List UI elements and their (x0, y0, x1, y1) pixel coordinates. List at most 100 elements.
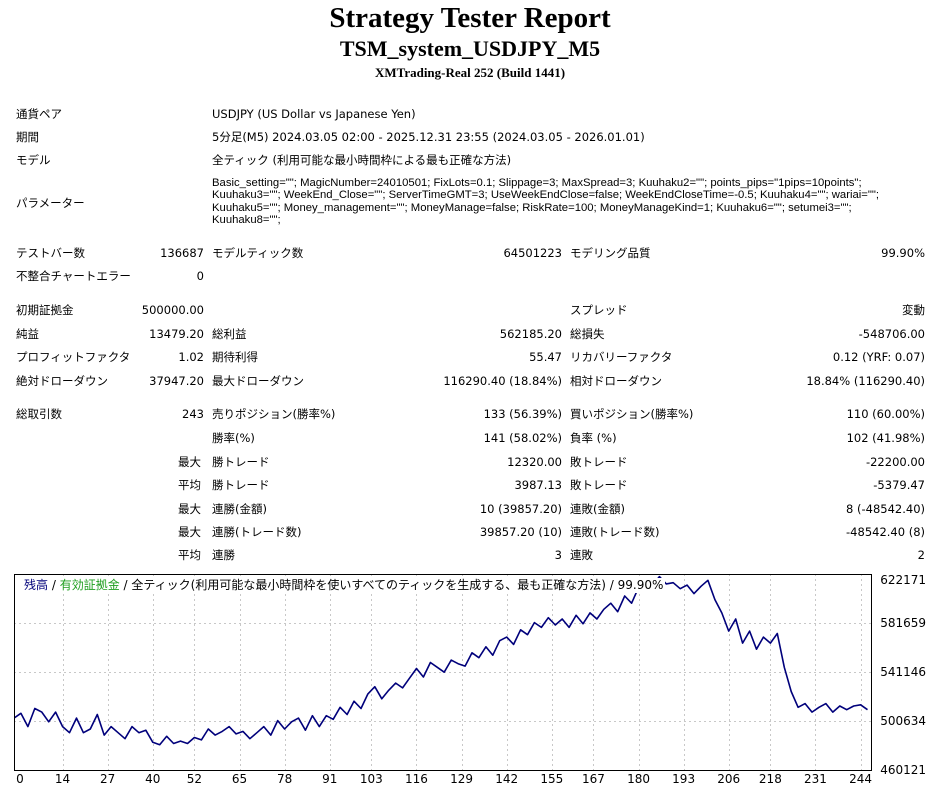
recovery-value: 0.12 (YRF: 0.07) (832, 350, 925, 364)
period-value: 5分足(M5) 2024.03.05 02:00 - 2025.12.31 23… (212, 130, 645, 144)
balance-chart-svg (14, 574, 872, 771)
x-tick-label: 103 (359, 772, 383, 786)
errors-value: 0 (196, 269, 204, 283)
cons-loss-amt-value: 8 (-48542.40) (846, 502, 925, 516)
rel-dd-value: 18.84% (116290.40) (806, 374, 925, 388)
avg-cons-win-label: 連勝 (212, 548, 235, 562)
x-tick-label: 231 (804, 772, 827, 786)
avg-win-label: 勝トレード (212, 478, 270, 492)
rel-dd-label: 相対ドローダウン (570, 374, 662, 388)
max-dd-value: 116290.40 (18.84%) (443, 374, 562, 388)
x-tick-label: 129 (450, 772, 474, 786)
x-tick-label: 116 (405, 772, 428, 786)
avg-cons-win-value: 3 (554, 548, 562, 562)
avg-loss-label: 敗トレード (570, 478, 628, 492)
quality-value: 99.90% (881, 246, 925, 260)
plot-frame (14, 574, 872, 771)
trades-value: 243 (182, 407, 204, 421)
loss-label: 負率 (%) (570, 431, 617, 445)
x-tick-label: 155 (540, 772, 564, 786)
x-tick-label: 40 (145, 772, 161, 786)
ticks-value: 64501223 (503, 246, 562, 260)
net-label: 純益 (16, 327, 39, 341)
report-title: Strategy Tester Report (329, 2, 611, 34)
gross-loss-value: -548706.00 (858, 327, 925, 341)
largest-win-value: 12320.00 (507, 455, 562, 469)
x-tick-label: 142 (495, 772, 519, 786)
largest-win-label: 勝トレード (212, 455, 270, 469)
x-tick-label: 0 (16, 772, 24, 786)
pf-label: プロフィットファクタ (16, 350, 131, 364)
abs-dd-value: 37947.20 (149, 374, 204, 388)
balance-line (14, 575, 868, 746)
largest-loss-label: 敗トレード (570, 455, 628, 469)
max-word: 最大 (178, 502, 201, 516)
legend-separator: / (119, 578, 132, 592)
x-tick-label: 27 (100, 772, 116, 786)
x-tick-label: 65 (231, 772, 248, 786)
legend-balance: 残高 (24, 578, 49, 592)
short-label: 売りポジション(勝率%) (212, 407, 336, 421)
x-tick-label: 78 (276, 772, 293, 786)
avg-cons-loss-label: 連敗 (570, 548, 593, 562)
x-tick-label: 218 (758, 772, 782, 786)
gross-profit-label: 総利益 (212, 327, 247, 341)
win-label: 勝率(%) (212, 431, 255, 445)
avg-loss-value: -5379.47 (873, 478, 925, 492)
gross-profit-value: 562185.20 (499, 327, 562, 341)
loss-value: 102 (41.98%) (846, 431, 925, 445)
model-value: 全ティック (利用可能な最小時間枠による最も正確な方法) (212, 153, 512, 167)
recovery-label: リカバリーファクタ (570, 350, 673, 364)
y-tick-label: 581659 (880, 616, 926, 630)
cons-win-cnt-label: 連勝(トレード数) (212, 525, 302, 539)
period-label: 期間 (16, 130, 39, 144)
y-tick-label: 460121 (880, 763, 926, 777)
deposit-value: 500000.00 (141, 303, 204, 317)
server-build: XMTrading-Real 252 (Build 1441) (374, 65, 566, 80)
avg-cons-loss-value: 2 (917, 548, 925, 562)
pair-value: USDJPY (US Dollar vs Japanese Yen) (212, 107, 416, 121)
cons-loss-cnt-label: 連敗(トレード数) (570, 525, 660, 539)
x-tick-label: 206 (717, 772, 741, 786)
long-label: 買いポジション(勝率%) (570, 407, 694, 421)
spread-label: スプレッド (570, 303, 628, 317)
y-tick-label: 622171 (880, 573, 926, 587)
x-tick-label: 193 (672, 772, 696, 786)
cons-loss-cnt-value: -48542.40 (8) (846, 525, 925, 539)
cons-win-amt-value: 10 (39857.20) (479, 502, 562, 516)
y-tick-label: 500634 (880, 714, 926, 728)
trades-label: 総取引数 (16, 407, 62, 421)
legend-separator: / (48, 578, 60, 592)
max-word: 最大 (178, 455, 201, 469)
bars-label: テストバー数 (16, 246, 85, 260)
quality-label: モデリング品質 (570, 246, 651, 260)
chart-legend: 残高 / 有効証拠金 / 全ティック(利用可能な最小時間枠を使いすべてのティック… (22, 578, 666, 593)
payoff-value: 55.47 (529, 350, 562, 364)
params-value: Basic_setting=""; MagicNumber=24010501; … (212, 177, 880, 227)
cons-loss-amt-label: 連敗(金額) (570, 502, 625, 516)
model-label: モデル (16, 153, 51, 167)
balance-chart: 残高 / 有効証拠金 / 全ティック(利用可能な最小時間枠を使いすべてのティック… (14, 573, 940, 789)
max-word: 最大 (178, 525, 201, 539)
long-value: 110 (60.00%) (846, 407, 925, 421)
spread-value: 変動 (902, 303, 925, 317)
max-dd-label: 最大ドローダウン (212, 374, 304, 388)
abs-dd-label: 絶対ドローダウン (16, 374, 108, 388)
y-tick-label: 541146 (880, 665, 926, 679)
deposit-label: 初期証拠金 (16, 303, 74, 317)
plot-border (14, 574, 872, 771)
bars-value: 136687 (160, 246, 204, 260)
x-tick-label: 244 (849, 772, 873, 786)
legend-model-text: 全ティック(利用可能な最小時間枠を使いすべてのティックを生成する、最も正確な方法… (131, 578, 664, 592)
x-tick-label: 167 (581, 772, 605, 786)
net-value: 13479.20 (149, 327, 204, 341)
avg-word: 平均 (178, 478, 201, 492)
legend-equity: 有効証拠金 (59, 578, 120, 592)
pair-label: 通貨ペア (16, 107, 62, 121)
x-tick-label: 14 (54, 772, 71, 786)
cons-win-amt-label: 連勝(金額) (212, 502, 267, 516)
x-tick-label: 180 (627, 772, 650, 786)
gross-loss-label: 総損失 (570, 327, 605, 341)
x-tick-label: 52 (186, 772, 203, 786)
payoff-label: 期待利得 (212, 350, 258, 364)
